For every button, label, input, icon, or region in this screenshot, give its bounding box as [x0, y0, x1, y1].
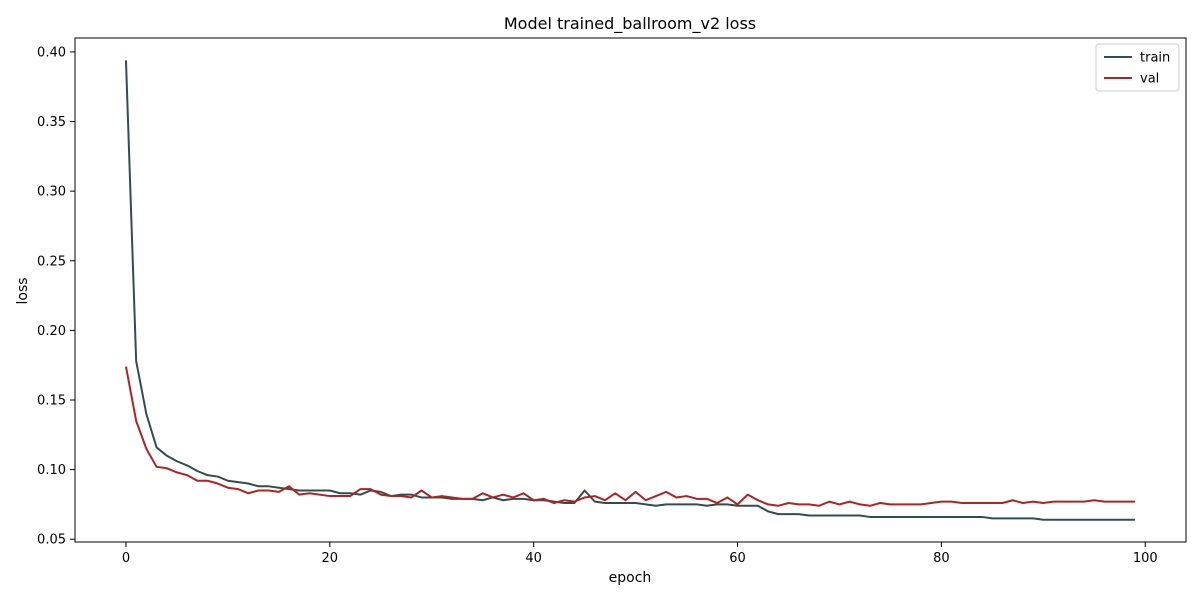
x-tick-label: 60: [729, 551, 746, 566]
plot-frame: [74, 37, 1187, 543]
legend-label-val: val: [1140, 72, 1159, 87]
y-tick-label: 0.05: [37, 533, 66, 548]
chart-title: Model trained_ballroom_v2 loss: [504, 14, 756, 34]
legend-label-train: train: [1140, 51, 1170, 66]
y-tick-label: 0.35: [37, 115, 66, 130]
y-tick-label: 0.30: [37, 185, 66, 200]
y-tick-label: 0.15: [37, 393, 66, 408]
y-tick-label: 0.25: [37, 254, 66, 269]
series-line-val: [124, 366, 1136, 507]
x-tick-label: 80: [933, 551, 950, 566]
x-tick-label: 0: [122, 551, 130, 566]
x-tick-label: 100: [1133, 551, 1158, 566]
x-axis-title: epoch: [609, 570, 652, 586]
y-axis-title: loss: [15, 277, 31, 304]
plot-area: 0 20 40 60 80 100 0.05 0.10 0.15 0.20 0.25 0.30 0.35…: [37, 37, 1187, 566]
legend-box: [1095, 43, 1180, 92]
x-tick-label: 40: [525, 551, 542, 566]
y-tick-label: 0.20: [37, 324, 66, 339]
x-tick-label: 20: [322, 551, 339, 566]
y-tick-label: 0.40: [37, 45, 66, 60]
y-tick-label: 0.10: [37, 463, 66, 478]
